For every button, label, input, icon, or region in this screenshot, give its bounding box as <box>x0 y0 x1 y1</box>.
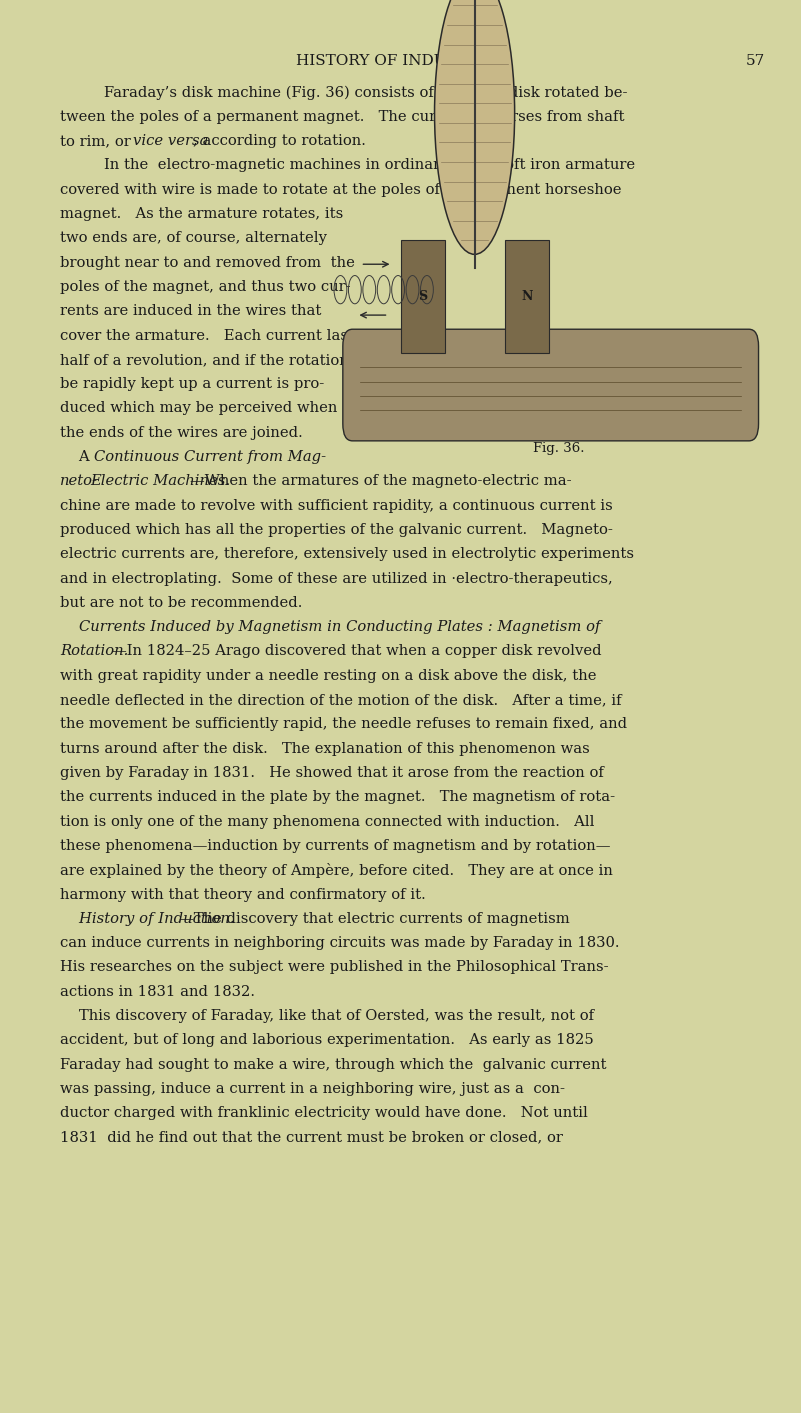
Text: A: A <box>60 449 95 463</box>
Text: can induce currents in neighboring circuits was made by Faraday in 1830.: can induce currents in neighboring circu… <box>60 935 620 950</box>
Text: 57: 57 <box>746 54 765 68</box>
Bar <box>400 240 445 353</box>
Text: electric currents are, therefore, extensively used in electrolytic experiments: electric currents are, therefore, extens… <box>60 547 634 561</box>
Text: actions in 1831 and 1832.: actions in 1831 and 1832. <box>60 985 255 999</box>
Text: Electric Machines.: Electric Machines. <box>91 475 231 489</box>
Text: chine are made to revolve with sufficient rapidity, a continuous current is: chine are made to revolve with sufficien… <box>60 499 613 513</box>
Text: —When the armatures of the magneto-electric ma-: —When the armatures of the magneto-elect… <box>190 475 571 489</box>
Text: produced which has all the properties of the galvanic current.   Magneto-: produced which has all the properties of… <box>60 523 613 537</box>
Text: covered with wire is made to rotate at the poles of a permanent horseshoe: covered with wire is made to rotate at t… <box>60 182 622 196</box>
Text: 1831  did he find out that the current must be broken or closed, or: 1831 did he find out that the current mu… <box>60 1130 563 1145</box>
Text: two ends are, of course, alternately: two ends are, of course, alternately <box>60 232 327 246</box>
Text: His researches on the subject were published in the Philosophical Trans-: His researches on the subject were publi… <box>60 961 609 975</box>
Text: HISTORY OF INDUCTION.: HISTORY OF INDUCTION. <box>296 54 505 68</box>
Text: the ends of the wires are joined.: the ends of the wires are joined. <box>60 425 303 439</box>
Text: Faraday’s disk machine (Fig. 36) consists of a copper disk rotated be-: Faraday’s disk machine (Fig. 36) consist… <box>104 86 628 100</box>
Text: these phenomena—induction by currents of magnetism and by rotation—: these phenomena—induction by currents of… <box>60 839 610 853</box>
Text: neto-: neto- <box>60 475 98 489</box>
FancyBboxPatch shape <box>343 329 759 441</box>
Text: Continuous Current from Mag-: Continuous Current from Mag- <box>94 449 326 463</box>
Text: cover the armature.   Each current lasts: cover the armature. Each current lasts <box>60 329 362 342</box>
Text: Faraday had sought to make a wire, through which the  galvanic current: Faraday had sought to make a wire, throu… <box>60 1057 606 1071</box>
Text: magnet.   As the armature rotates, its: magnet. As the armature rotates, its <box>60 208 344 220</box>
Text: are explained by the theory of Ampère, before cited.   They are at once in: are explained by the theory of Ampère, b… <box>60 863 613 879</box>
Text: ductor charged with franklinic electricity would have done.   Not until: ductor charged with franklinic electrici… <box>60 1106 588 1121</box>
Text: History of Induction.: History of Induction. <box>60 911 235 926</box>
Text: rents are induced in the wires that: rents are induced in the wires that <box>60 304 321 318</box>
Text: to rim, or: to rim, or <box>60 134 135 148</box>
Text: —In 1824–25 Arago discovered that when a copper disk revolved: —In 1824–25 Arago discovered that when a… <box>112 644 602 658</box>
Text: poles of the magnet, and thus two cur-: poles of the magnet, and thus two cur- <box>60 280 351 294</box>
Ellipse shape <box>434 0 515 254</box>
Text: given by Faraday in 1831.   He showed that it arose from the reaction of: given by Faraday in 1831. He showed that… <box>60 766 604 780</box>
Text: Currents Induced by Magnetism in Conducting Plates : Magnetism of: Currents Induced by Magnetism in Conduct… <box>60 620 601 634</box>
Text: duced which may be perceived when: duced which may be perceived when <box>60 401 337 415</box>
Text: tion is only one of the many phenomena connected with induction.   All: tion is only one of the many phenomena c… <box>60 814 594 828</box>
Text: Fig. 36.: Fig. 36. <box>533 442 585 455</box>
Text: N: N <box>521 290 533 304</box>
Text: be rapidly kept up a current is pro-: be rapidly kept up a current is pro- <box>60 377 324 391</box>
Text: turns around after the disk.   The explanation of this phenomenon was: turns around after the disk. The explana… <box>60 742 590 756</box>
Text: the currents induced in the plate by the magnet.   The magnetism of rota-: the currents induced in the plate by the… <box>60 790 615 804</box>
Text: the movement be sufficiently rapid, the needle refuses to remain fixed, and: the movement be sufficiently rapid, the … <box>60 718 627 732</box>
Text: and in electroplating.  Some of these are utilized in ·electro-therapeutics,: and in electroplating. Some of these are… <box>60 571 613 585</box>
Text: —The discovery that electric currents of magnetism: —The discovery that electric currents of… <box>179 911 570 926</box>
Text: harmony with that theory and confirmatory of it.: harmony with that theory and confirmator… <box>60 887 426 901</box>
Text: , according to rotation.: , according to rotation. <box>193 134 366 148</box>
Text: needle deflected in the direction of the motion of the disk.   After a time, if: needle deflected in the direction of the… <box>60 692 622 706</box>
Text: accident, but of long and laborious experimentation.   As early as 1825: accident, but of long and laborious expe… <box>60 1033 594 1047</box>
Text: In the  electro-magnetic machines in ordinary use a soft iron armature: In the electro-magnetic machines in ordi… <box>104 158 635 172</box>
Text: was passing, induce a current in a neighboring wire, just as a  con-: was passing, induce a current in a neigh… <box>60 1082 565 1096</box>
Text: Rotation.: Rotation. <box>60 644 128 658</box>
Text: but are not to be recommended.: but are not to be recommended. <box>60 596 303 610</box>
Bar <box>505 240 549 353</box>
Text: brought near to and removed from  the: brought near to and removed from the <box>60 256 355 270</box>
Text: S: S <box>418 290 427 304</box>
Bar <box>336 85 781 431</box>
Text: vice versa: vice versa <box>133 134 208 148</box>
Text: tween the poles of a permanent magnet.   The current traverses from shaft: tween the poles of a permanent magnet. T… <box>60 110 625 124</box>
Text: half of a revolution, and if the rotation: half of a revolution, and if the rotatio… <box>60 353 348 367</box>
Text: with great rapidity under a needle resting on a disk above the disk, the: with great rapidity under a needle resti… <box>60 668 597 682</box>
Text: This discovery of Faraday, like that of Oersted, was the result, not of: This discovery of Faraday, like that of … <box>60 1009 594 1023</box>
